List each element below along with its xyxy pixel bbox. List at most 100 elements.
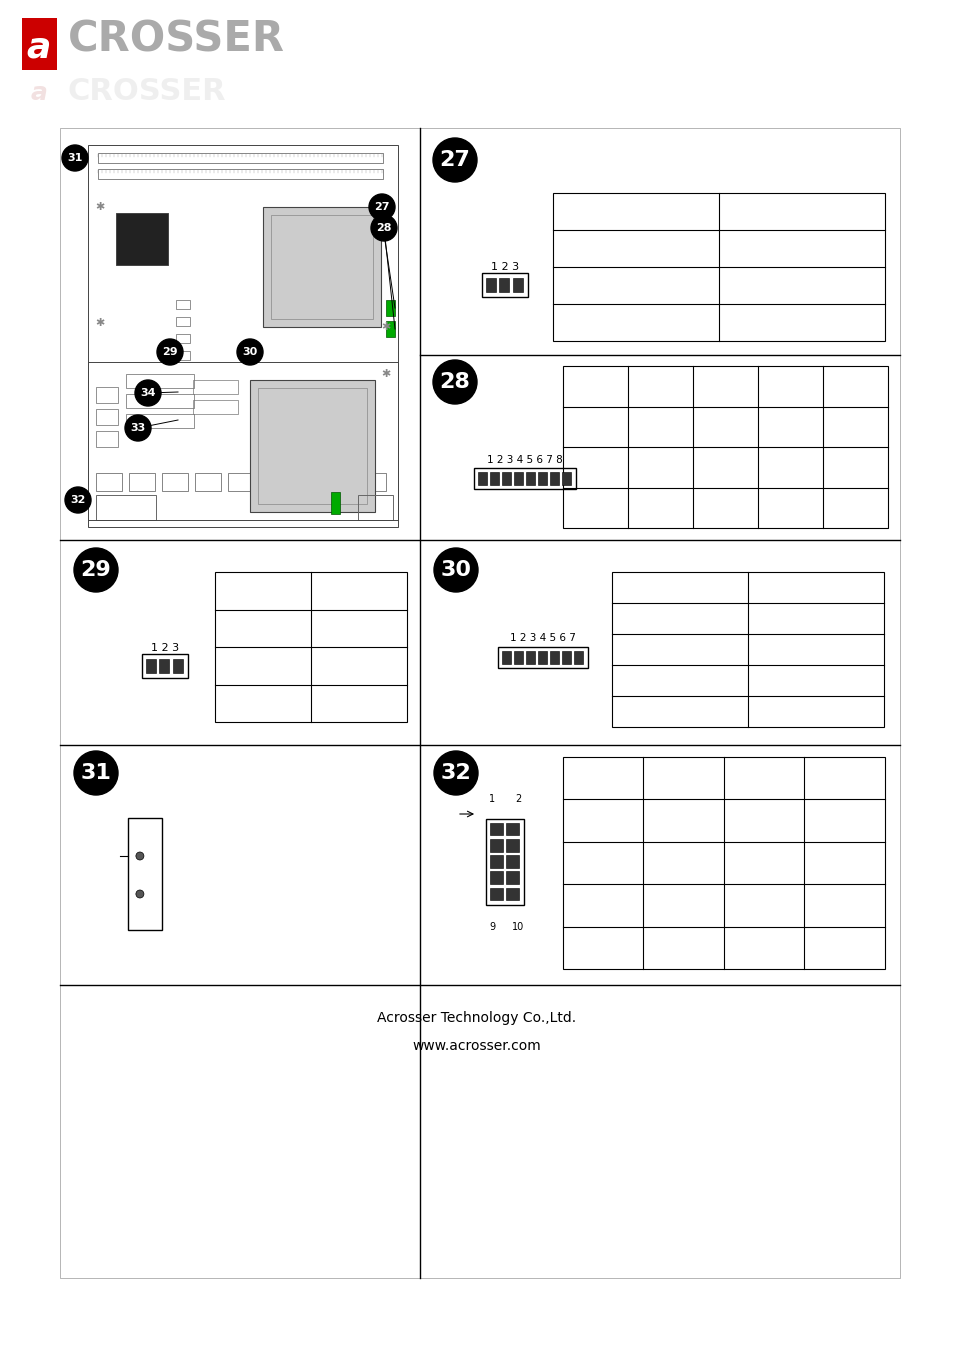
Text: ✱: ✱ — [95, 202, 105, 212]
Bar — [331, 491, 339, 514]
Text: 28: 28 — [375, 223, 392, 234]
Circle shape — [434, 548, 477, 593]
Text: CROSSER: CROSSER — [68, 77, 227, 107]
Bar — [175, 351, 190, 360]
Bar — [96, 472, 122, 491]
Text: ✱: ✱ — [381, 323, 391, 332]
Bar — [159, 659, 170, 674]
Bar — [128, 818, 162, 930]
Text: 9: 9 — [489, 922, 495, 931]
Bar — [96, 495, 156, 520]
Bar — [490, 888, 502, 900]
Text: 29: 29 — [162, 347, 177, 356]
Bar — [294, 472, 319, 491]
Bar — [162, 472, 188, 491]
Text: 33: 33 — [131, 423, 146, 433]
Circle shape — [433, 138, 476, 182]
Bar — [323, 263, 338, 279]
Text: 30: 30 — [440, 560, 471, 580]
Bar — [193, 400, 237, 414]
Bar — [228, 472, 253, 491]
Circle shape — [74, 548, 118, 593]
Text: ✱: ✱ — [95, 319, 105, 328]
Bar — [481, 274, 528, 297]
Text: 27: 27 — [374, 202, 390, 212]
Bar — [146, 659, 156, 674]
Bar — [506, 840, 518, 852]
Bar — [257, 387, 367, 504]
Text: 31: 31 — [80, 763, 112, 783]
Bar — [303, 263, 318, 279]
Bar — [88, 362, 397, 526]
Bar — [506, 824, 518, 836]
Bar — [490, 856, 502, 868]
Bar — [327, 472, 353, 491]
Bar — [22, 18, 57, 70]
Bar — [283, 263, 298, 279]
Bar — [359, 472, 386, 491]
Text: 10: 10 — [512, 922, 523, 931]
Circle shape — [74, 751, 118, 795]
Bar — [116, 213, 168, 265]
Bar — [501, 471, 511, 485]
Bar — [506, 888, 518, 900]
Bar — [96, 409, 118, 425]
Bar — [486, 819, 523, 906]
Bar — [550, 471, 558, 485]
Bar — [550, 651, 558, 663]
Text: www.acrosser.com: www.acrosser.com — [413, 1040, 540, 1053]
Circle shape — [135, 379, 161, 406]
Bar — [574, 651, 582, 663]
Bar — [486, 278, 496, 292]
Bar — [343, 263, 358, 279]
Bar — [172, 659, 183, 674]
Circle shape — [236, 339, 263, 365]
Bar — [537, 471, 546, 485]
Bar — [501, 651, 511, 663]
Text: Acrosser Technology Co.,Ltd.: Acrosser Technology Co.,Ltd. — [377, 1011, 576, 1025]
Bar — [553, 193, 884, 342]
Bar — [490, 471, 498, 485]
Bar — [474, 467, 576, 489]
Text: 31: 31 — [68, 153, 83, 163]
Bar — [561, 471, 571, 485]
Bar — [490, 824, 502, 836]
Circle shape — [157, 339, 183, 365]
Bar — [612, 572, 883, 728]
Text: 27: 27 — [439, 150, 470, 170]
Bar — [386, 321, 395, 338]
Text: 1 2 3 4 5 6 7: 1 2 3 4 5 6 7 — [510, 633, 576, 643]
Text: 1 2 3: 1 2 3 — [151, 643, 179, 653]
Text: a: a — [30, 81, 48, 105]
Text: a: a — [27, 31, 51, 65]
Bar — [250, 379, 375, 512]
Bar — [525, 471, 535, 485]
Bar — [126, 394, 193, 408]
Bar — [60, 128, 899, 1278]
Text: 34: 34 — [140, 387, 155, 398]
Text: 30: 30 — [242, 347, 257, 356]
Bar — [214, 572, 407, 722]
Text: CROSSER: CROSSER — [68, 19, 285, 61]
Bar — [194, 472, 221, 491]
Circle shape — [135, 890, 144, 898]
Text: 1: 1 — [489, 794, 495, 805]
Bar — [126, 374, 193, 387]
Bar — [98, 169, 382, 180]
Text: ✱: ✱ — [381, 369, 391, 379]
Text: 1 2 3: 1 2 3 — [491, 262, 518, 271]
Bar — [562, 366, 887, 528]
Circle shape — [434, 751, 477, 795]
Bar — [193, 379, 237, 394]
Bar — [514, 651, 522, 663]
Text: 29: 29 — [81, 560, 112, 580]
Bar — [142, 655, 188, 678]
Text: 32: 32 — [71, 495, 86, 505]
Bar — [497, 647, 587, 667]
Bar — [477, 471, 486, 485]
Circle shape — [62, 144, 88, 171]
Bar — [88, 144, 397, 520]
Bar — [537, 651, 546, 663]
Circle shape — [433, 360, 476, 404]
Bar — [126, 414, 193, 428]
